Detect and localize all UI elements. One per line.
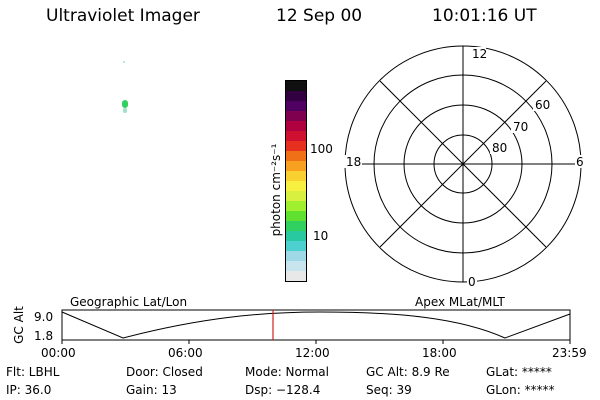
- time-label: 10:01:16 UT: [432, 6, 537, 26]
- time-tick-1: 06:00: [168, 346, 203, 360]
- info-seq: Seq: 39: [366, 383, 412, 397]
- timeline-plot: [61, 309, 571, 344]
- time-tick-2: 12:00: [295, 346, 330, 360]
- colorbar-segment: [286, 161, 306, 171]
- altitude-curve: [61, 311, 571, 339]
- uv-image-panel: [20, 40, 260, 280]
- colorbar-segment: [286, 111, 306, 121]
- colorbar-segment: [286, 81, 306, 91]
- time-tick-0: 00:00: [41, 346, 76, 360]
- alt-bottom-value: 1.8: [34, 329, 54, 343]
- info-mode: Mode: Normal: [245, 365, 329, 379]
- colorbar-segment: [286, 271, 306, 281]
- timeline-frame: [61, 309, 571, 341]
- emission-spot: [122, 100, 128, 108]
- colorbar-segment: [286, 251, 306, 261]
- polar-label-12: 12: [472, 47, 487, 61]
- alt-top-value: 9.0: [34, 310, 54, 324]
- colorbar-segment: [286, 141, 306, 151]
- colorbar-segment: [286, 101, 306, 111]
- info-gain: Gain: 13: [126, 383, 177, 397]
- colorbar-segment: [286, 201, 306, 211]
- colorbar-segment: [286, 231, 306, 241]
- colorbar-segment: [286, 131, 306, 141]
- colorbar-segment: [286, 151, 306, 161]
- colorbar-segment: [286, 181, 306, 191]
- info-flt: Flt: LBHL: [6, 365, 60, 379]
- colorbar-segment: [286, 241, 306, 251]
- date-label: 12 Sep 00: [276, 6, 363, 26]
- info-glat: GLat: *****: [486, 365, 552, 379]
- polar-label-60: 60: [535, 98, 550, 112]
- colorbar-segment: [286, 171, 306, 181]
- time-tick-3: 18:00: [422, 346, 457, 360]
- alt-axis-label: GC Alt: [12, 306, 26, 344]
- colorbar-segment: [286, 191, 306, 201]
- instrument-title: Ultraviolet Imager: [46, 6, 200, 26]
- time-tick-4: 23:59: [552, 346, 587, 360]
- colorbar-segment: [286, 91, 306, 101]
- info-ip: IP: 36.0: [6, 383, 52, 397]
- info-gcalt: GC Alt: 8.9 Re: [366, 365, 450, 379]
- polar-label-6: 6: [576, 155, 584, 169]
- polar-label-0: 0: [468, 275, 476, 289]
- polar-diagonal-2: [379, 80, 547, 248]
- colorbar: [285, 80, 307, 282]
- info-door: Door: Closed: [126, 365, 203, 379]
- polar-label-70: 70: [513, 120, 528, 134]
- colorbar-segment: [286, 221, 306, 231]
- geographic-label: Geographic Lat/Lon: [70, 295, 188, 309]
- polar-label-80: 80: [492, 141, 507, 155]
- emission-spot-faint: [123, 108, 127, 113]
- polar-plot: [344, 45, 582, 283]
- info-dsp: Dsp: −128.4: [245, 383, 321, 397]
- polar-label-18: 18: [346, 155, 361, 169]
- apex-label: Apex MLat/MLT: [415, 295, 505, 309]
- colorbar-tick-100: 100: [310, 142, 333, 156]
- info-glon: GLon: *****: [486, 383, 555, 397]
- colorbar-segment: [286, 261, 306, 271]
- colorbar-segment: [286, 121, 306, 131]
- colorbar-segment: [286, 211, 306, 221]
- emission-dot: [123, 61, 125, 63]
- colorbar-tick-10: 10: [313, 229, 329, 243]
